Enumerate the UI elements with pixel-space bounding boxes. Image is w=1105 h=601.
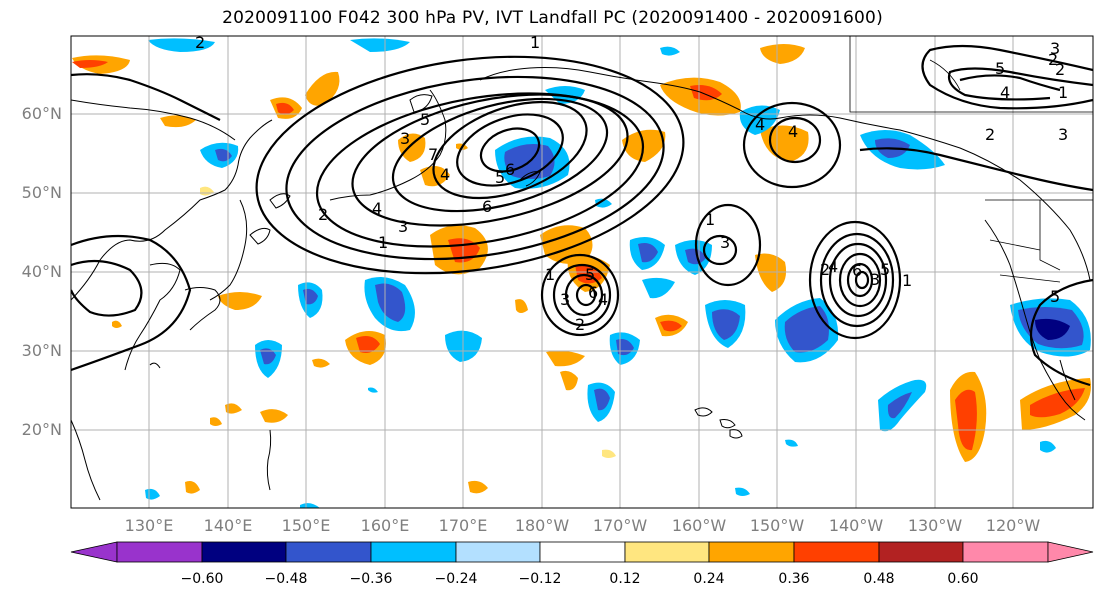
colorbar-swatch	[539, 541, 626, 563]
contour-label-group: 1 2 3 4 5 6 7 1 2 3 4 5 6 1 1 2 3 4 5 6 …	[195, 33, 1068, 334]
contour-label: 1	[1058, 83, 1068, 102]
contour-label: 5	[420, 110, 430, 129]
colorbar-swatch	[116, 541, 203, 563]
colorbar-tick-label: 0.24	[693, 571, 725, 587]
lat-label-40n: 40°N	[21, 262, 62, 281]
colorbar-swatch	[455, 541, 541, 563]
lon-label: 150°E	[281, 516, 331, 535]
contour-label: 2	[195, 33, 205, 52]
contour-label: 4	[598, 290, 608, 309]
lon-label: 140°W	[828, 516, 884, 535]
contour-label: 1	[378, 233, 388, 252]
contour-label: 7	[428, 145, 438, 164]
colorbar-tick-label: 0.36	[778, 571, 810, 587]
contour-label: 6	[852, 261, 862, 280]
colorbar-swatch	[201, 541, 287, 563]
contour-label: 5	[495, 168, 505, 187]
colorbar-swatch	[793, 541, 880, 563]
boundaries	[849, 36, 1093, 283]
lon-label: 170°E	[438, 516, 488, 535]
colorbar-swatch	[708, 541, 795, 563]
contour-label: 5	[995, 59, 1005, 78]
page-title: 2020091100 F042 300 hPa PV, IVT Landfall…	[222, 8, 883, 28]
contour-label: 4	[440, 165, 450, 184]
colorbar-tick-label: 0.12	[609, 571, 641, 587]
colorbar-swatch	[962, 541, 1049, 563]
pv-contours	[71, 44, 1093, 387]
contour-label: 3	[560, 290, 570, 309]
lon-label: 160°E	[360, 516, 410, 535]
lon-label: 140°E	[203, 516, 253, 535]
coastlines	[71, 67, 1091, 501]
colorbar-tick-label: 0.60	[947, 571, 979, 587]
contour-label: 3	[1050, 39, 1060, 58]
contour-label: 4	[755, 115, 765, 134]
contour-label: 6	[505, 160, 515, 179]
lat-label-60n: 60°N	[21, 104, 62, 123]
lat-label-20n: 20°N	[21, 420, 62, 439]
colorbar-tick-label: −0.24	[434, 571, 478, 587]
contour-label: 2	[318, 205, 328, 224]
contour-label: 2	[1048, 50, 1058, 69]
contour-label: 4	[828, 257, 838, 276]
contour-label: 3	[720, 233, 730, 252]
colorbar-swatch	[370, 541, 457, 563]
lon-label: 160°W	[671, 516, 727, 535]
contour-label: 1	[705, 210, 715, 229]
colorbar-tick-label: −0.12	[518, 571, 562, 587]
colorbar-swatch	[878, 541, 964, 563]
colorbar-min-extend	[70, 541, 118, 563]
contour-label: 2	[1055, 60, 1065, 79]
contour-label: 2	[820, 260, 830, 279]
colorbar-tick-label: −0.48	[264, 571, 308, 587]
lat-label-30n: 30°N	[21, 341, 62, 360]
lon-label: 150°W	[749, 516, 805, 535]
colorbar	[70, 541, 1094, 563]
colorbar-swatch	[285, 541, 372, 563]
colorbar-tick-label: −0.36	[349, 571, 393, 587]
contour-label: 3	[1058, 125, 1068, 144]
contour-label: 4	[372, 199, 382, 218]
colorbar-tick-label: −0.60	[180, 571, 224, 587]
contour-label: 2	[985, 125, 995, 144]
contour-label: 6	[482, 197, 492, 216]
contour-label: 5	[880, 260, 890, 279]
colorbar-swatch	[624, 541, 710, 563]
contour-label: 5	[1050, 287, 1060, 306]
contour-label: 3	[870, 270, 880, 289]
contour-label: 1	[545, 265, 555, 284]
contour-label: 4	[788, 122, 798, 141]
contour-label: 4	[1000, 83, 1010, 102]
colorbar-max-extend	[1047, 541, 1094, 563]
contour-label: 6	[588, 283, 598, 302]
lon-label: 170°W	[592, 516, 648, 535]
contour-label: 3	[398, 217, 408, 236]
lon-label: 120°W	[985, 516, 1041, 535]
contour-label: 5	[585, 265, 595, 284]
lat-label-50n: 50°N	[21, 183, 62, 202]
lon-label: 130°W	[907, 516, 963, 535]
colorbar-tick-label: 0.48	[863, 571, 895, 587]
positive-anomaly-shading	[72, 44, 1091, 494]
contour-label: 1	[902, 271, 912, 290]
contour-label: 1	[530, 33, 540, 52]
contour-label: 2	[575, 315, 585, 334]
contour-label: 3	[400, 129, 410, 148]
lon-label: 180°W	[514, 516, 570, 535]
map-frame	[70, 35, 1094, 509]
lon-label: 130°E	[124, 516, 174, 535]
